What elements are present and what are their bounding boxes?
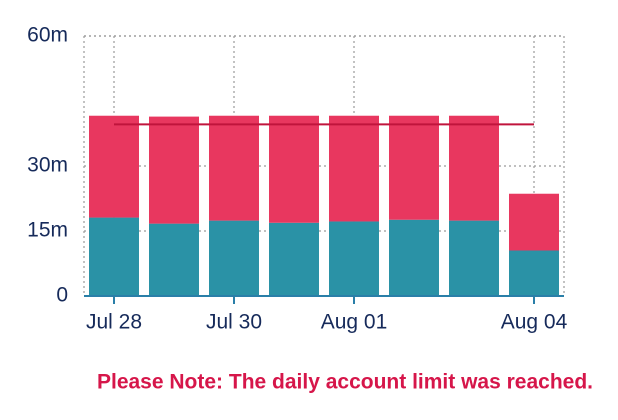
bar-segment xyxy=(149,223,199,296)
bar-segment xyxy=(209,220,259,296)
bar-segment xyxy=(269,115,319,223)
bar-segment xyxy=(89,217,139,296)
y-tick-label: 15m xyxy=(27,219,68,242)
bar-segment xyxy=(89,115,139,218)
bar-segment xyxy=(449,115,499,221)
x-tick-label: Aug 04 xyxy=(501,311,568,334)
bar-segment xyxy=(329,221,379,296)
bar-segment xyxy=(389,219,439,296)
x-tick-label: Jul 30 xyxy=(206,311,262,334)
y-tick-label: 0 xyxy=(56,284,68,307)
bar-segment xyxy=(509,250,559,296)
bar-segment xyxy=(389,115,439,220)
bar-segment xyxy=(329,115,379,222)
x-tick-label: Jul 28 xyxy=(86,311,142,334)
y-tick-label: 30m xyxy=(27,154,68,177)
x-tick-label: Aug 01 xyxy=(321,311,388,334)
bar-segment xyxy=(269,222,319,296)
note: Please Note: The daily account limit was… xyxy=(97,371,593,394)
y-tick-label: 60m xyxy=(27,24,68,47)
bar-segment xyxy=(509,193,559,251)
bar-segment xyxy=(149,116,199,224)
bar-segment xyxy=(449,220,499,296)
bar-segment xyxy=(209,115,259,221)
